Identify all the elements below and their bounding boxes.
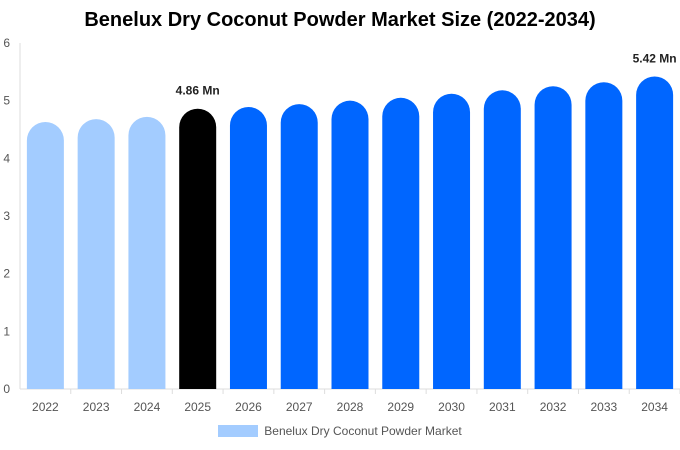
x-tick-label: 2024 xyxy=(134,400,161,414)
legend-swatch xyxy=(218,425,259,437)
bar-2023 xyxy=(77,119,115,390)
x-tick-label: 2022 xyxy=(32,400,59,414)
x-tick-label: 2029 xyxy=(387,400,414,414)
y-tick-label: 0 xyxy=(3,382,10,396)
x-tick-label: 2027 xyxy=(286,400,313,414)
bar-2032 xyxy=(534,86,572,389)
x-tick-label: 2034 xyxy=(641,400,668,414)
x-tick-label: 2030 xyxy=(438,400,465,414)
bar-2027 xyxy=(280,104,318,389)
x-tick-label: 2031 xyxy=(489,400,516,414)
y-tick-label: 6 xyxy=(3,36,10,50)
legend-label: Benelux Dry Coconut Powder Market xyxy=(264,424,462,438)
y-tick-label: 4 xyxy=(3,151,10,165)
bar-2029 xyxy=(382,97,420,390)
chart-title: Benelux Dry Coconut Powder Market Size (… xyxy=(84,9,596,31)
y-tick-label: 5 xyxy=(3,94,10,108)
legend[interactable]: Benelux Dry Coconut Powder Market xyxy=(0,424,680,438)
bar-2034 xyxy=(636,76,674,389)
bar-2028 xyxy=(331,100,369,389)
bar-2030 xyxy=(433,93,471,389)
bar-2025 xyxy=(179,108,217,390)
y-tick-label: 3 xyxy=(3,209,10,223)
y-tick-label: 2 xyxy=(3,267,10,281)
data-label: 4.86 Mn xyxy=(176,84,220,98)
x-tick-label: 2032 xyxy=(540,400,567,414)
x-tick-label: 2023 xyxy=(83,400,110,414)
bar-2031 xyxy=(483,90,521,389)
bar-2026 xyxy=(229,107,267,389)
bar-2033 xyxy=(585,82,623,390)
y-tick-label: 1 xyxy=(3,324,10,338)
bar-2022 xyxy=(26,122,64,390)
x-tick-label: 2026 xyxy=(235,400,262,414)
data-label: 5.42 Mn xyxy=(633,51,677,65)
x-tick-label: 2033 xyxy=(590,400,617,414)
x-tick-label: 2025 xyxy=(184,400,211,414)
x-tick-label: 2028 xyxy=(337,400,364,414)
bar-2024 xyxy=(128,116,166,389)
